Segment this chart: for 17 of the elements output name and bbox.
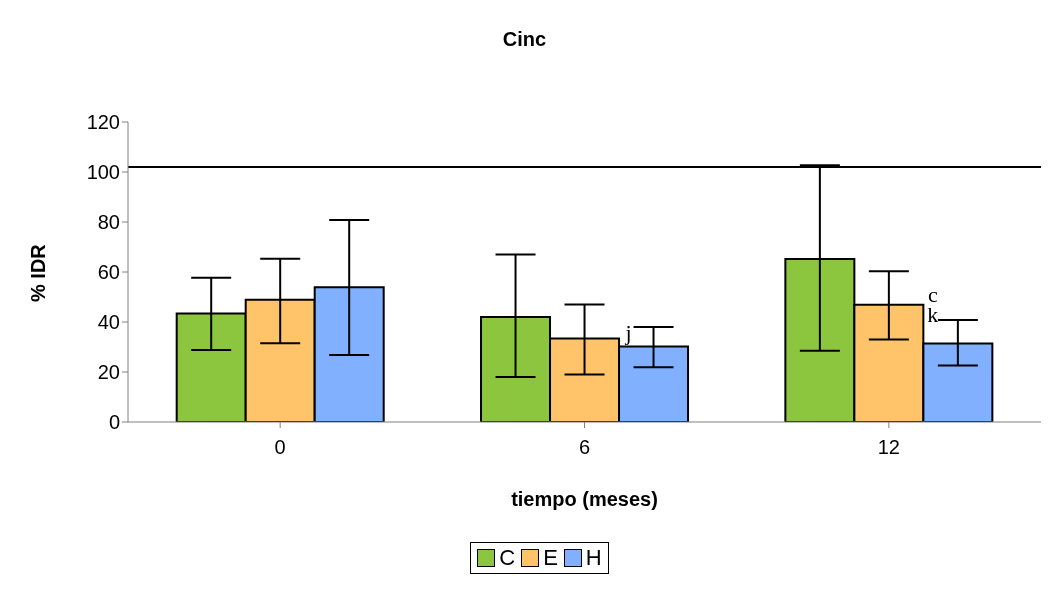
annotation: j xyxy=(624,319,632,345)
x-axis-title: tiempo (meses) xyxy=(511,488,658,511)
x-tick-label: 12 xyxy=(877,436,900,459)
y-tick-label: 0 xyxy=(108,411,120,434)
x-tick-label: 0 xyxy=(274,436,286,459)
y-tick-label: 20 xyxy=(97,361,120,384)
legend-label: H xyxy=(584,545,602,571)
y-tick-label: 80 xyxy=(97,211,120,234)
legend-label: C xyxy=(498,545,516,571)
chart-title: Cinc xyxy=(501,28,548,51)
legend-label: E xyxy=(542,545,558,571)
y-tick-label: 40 xyxy=(97,311,120,334)
y-tick-label: 60 xyxy=(97,261,120,284)
y-axis-title: % IDR xyxy=(27,243,50,302)
y-tick-label: 100 xyxy=(86,161,120,184)
y-tick-label: 120 xyxy=(86,111,120,134)
x-tick-label: 6 xyxy=(578,436,591,459)
